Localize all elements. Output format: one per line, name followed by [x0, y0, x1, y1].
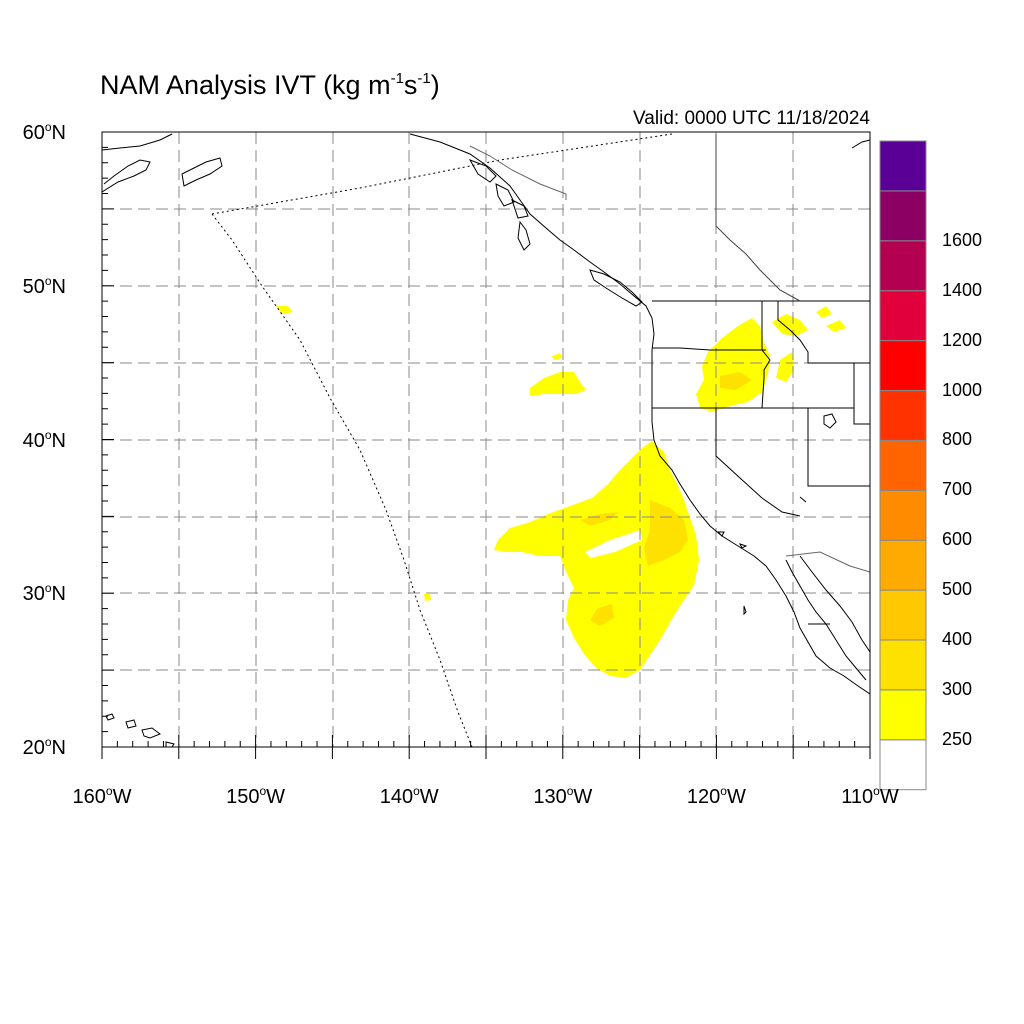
- coastlines: [102, 133, 870, 747]
- colorbar-swatch: [879, 190, 927, 242]
- ivt-plume-main: [494, 441, 699, 678]
- ivt-spot-north: [276, 306, 293, 314]
- colorbar-label: 1400: [942, 279, 983, 300]
- colorbar-swatch: [879, 340, 927, 392]
- colorbar-swatch: [879, 290, 927, 342]
- colorbar-swatch: [879, 489, 927, 541]
- colorbar-label: 1200: [942, 329, 983, 350]
- lat-label: 50oN: [22, 273, 66, 298]
- lat-label: 20oN: [22, 735, 66, 759]
- ivt-shading-inner: [580, 372, 752, 626]
- colorbar-label: 700: [942, 479, 973, 500]
- colorbar-label: 250: [942, 728, 973, 749]
- colorbar-swatch: [879, 739, 927, 791]
- colorbar-label: 500: [942, 579, 973, 600]
- colorbar-label: 600: [942, 529, 973, 550]
- lon-label: 140oW: [379, 784, 439, 808]
- colorbar-swatch: [879, 539, 927, 591]
- colorbar-label: 400: [942, 629, 973, 649]
- lat-label: 60oN: [22, 120, 66, 144]
- axis-ticks: [101, 131, 871, 759]
- colorbar: [879, 140, 927, 791]
- colorbar-label: 1600: [942, 229, 983, 250]
- colorbar-swatch: [879, 390, 927, 441]
- colorbar-swatch: [879, 689, 927, 741]
- lon-label: 150oW: [226, 784, 286, 808]
- lon-label: 110oW: [841, 784, 899, 808]
- lon-label: 130oW: [533, 784, 593, 808]
- lon-label: 160oW: [72, 784, 132, 808]
- colorbar-swatch: [879, 639, 927, 691]
- map-title: NAM Analysis IVT (kg m-1s-1): [100, 70, 440, 100]
- valid-time-label: Valid: 0000 UTC 11/18/2024: [633, 108, 870, 129]
- lat-label: 40oN: [22, 427, 66, 452]
- lat-label: 30oN: [22, 581, 66, 606]
- ivt-shading: [276, 306, 846, 678]
- colorbar-label: 300: [942, 678, 973, 699]
- colorbar-label: 800: [942, 429, 973, 450]
- ivt-area-idaho: [772, 314, 808, 336]
- domain-boundary: [211, 133, 673, 747]
- colorbar-swatch: [879, 439, 927, 491]
- colorbar-swatch: [879, 589, 927, 641]
- lon-label: 120oW: [686, 784, 746, 808]
- colorbar-swatch: [879, 240, 927, 292]
- borders: [469, 134, 870, 625]
- ivt-spot-south: [424, 594, 431, 601]
- ivt-area-northwest: [696, 318, 770, 412]
- graticule: [102, 132, 870, 747]
- colorbar-label: 1000: [942, 379, 983, 400]
- colorbar-swatch: [879, 140, 927, 192]
- ivt-area-offshore: [530, 372, 586, 396]
